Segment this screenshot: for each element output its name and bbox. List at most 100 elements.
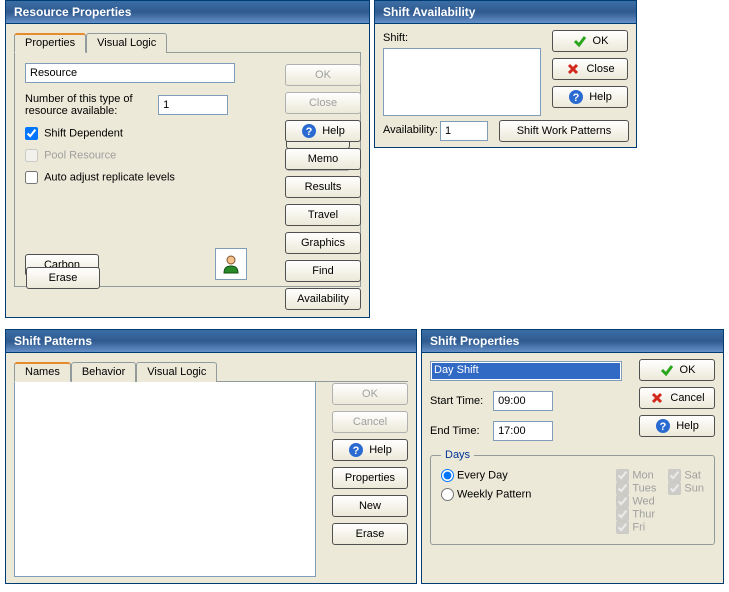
help-text: Help [369,444,392,456]
fri-label: Fri [632,522,645,534]
travel-button[interactable]: Travel [285,204,361,226]
tues-label: Tues [632,483,656,495]
help-button[interactable]: ? Help [285,120,361,142]
ok-button: OK [285,64,361,86]
tab-visual-logic[interactable]: Visual Logic [86,33,167,53]
help-text: Help [322,125,345,137]
title-bar: Shift Availability [375,1,636,24]
erase-button[interactable]: Erase [26,267,100,289]
tab-visual-logic[interactable]: Visual Logic [136,362,217,382]
days-fieldset: Days Every Day Weekly Pattern Mon Tues W… [430,449,715,545]
cancel-button: Cancel [332,411,408,433]
shift-label: Shift: [383,32,408,44]
help-button[interactable]: ? Help [639,415,715,437]
help-icon: ? [655,418,671,434]
help-text: Help [676,420,699,432]
svg-text:?: ? [573,92,580,104]
close-icon [565,61,581,77]
mon-checkbox [616,469,629,482]
svg-text:?: ? [306,126,313,138]
avatar-icon[interactable] [215,248,247,280]
close-button: Close [285,92,361,114]
days-legend: Days [441,449,474,461]
avail-input[interactable] [440,121,488,141]
every-day-label: Every Day [457,470,508,482]
start-label: Start Time: [430,395,490,407]
wed-checkbox [616,495,629,508]
tabs: Properties Visual Logic [14,32,361,53]
cancel-text: Cancel [670,392,704,404]
tabs: Names Behavior Visual Logic [14,361,408,382]
help-icon: ? [301,123,317,139]
thur-label: Thur [632,509,655,521]
shift-name-input[interactable]: Day Shift [430,361,622,381]
find-button[interactable]: Find [285,260,361,282]
pool-resource-label: Pool Resource [44,150,116,162]
sat-label: Sat [684,470,701,482]
auto-adjust-checkbox[interactable] [25,171,38,184]
erase-button[interactable]: Erase [332,523,408,545]
tues-checkbox [616,482,629,495]
ok-button: OK [332,383,408,405]
end-time-input[interactable] [493,421,553,441]
close-text: Close [586,63,614,75]
shift-listbox[interactable] [383,48,541,116]
ok-text: OK [593,35,609,47]
graphics-button[interactable]: Graphics [285,232,361,254]
help-text: Help [589,91,612,103]
cancel-button[interactable]: Cancel [639,387,715,409]
sun-label: Sun [684,483,704,495]
results-button[interactable]: Results [285,176,361,198]
checkmark-icon [659,362,675,378]
tab-behavior[interactable]: Behavior [71,362,136,382]
title-text: Shift Patterns [14,334,92,348]
sun-checkbox [668,482,681,495]
tab-names[interactable]: Names [14,362,71,382]
mon-label: Mon [632,470,653,482]
svg-text:?: ? [660,421,667,433]
shift-patterns-window: Shift Patterns Names Behavior Visual Log… [5,329,417,584]
names-listbox[interactable] [14,382,316,577]
thur-checkbox [616,508,629,521]
wed-label: Wed [632,496,654,508]
properties-button[interactable]: Properties [332,467,408,489]
help-button[interactable]: ? Help [332,439,408,461]
weekly-pattern-radio[interactable] [441,488,454,501]
title-bar: Resource Properties [6,1,369,24]
svg-text:?: ? [353,445,360,457]
help-icon: ? [568,89,584,105]
auto-adjust-label: Auto adjust replicate levels [44,172,175,184]
start-time-input[interactable] [493,391,553,411]
pool-resource-checkbox [25,149,38,162]
resource-properties-window: Resource Properties Properties Visual Lo… [5,0,370,318]
help-button[interactable]: ? Help [552,86,628,108]
ok-text: OK [680,364,696,376]
help-icon: ? [348,442,364,458]
swp-button[interactable]: Shift Work Patterns [499,120,629,142]
new-button[interactable]: New [332,495,408,517]
ok-button[interactable]: OK [552,30,628,52]
end-label: End Time: [430,425,490,437]
resource-name-input[interactable] [25,63,235,83]
title-text: Shift Availability [383,5,475,19]
availability-button[interactable]: Availability [285,288,361,310]
shift-availability-window: Shift Availability Shift: Availability: … [374,0,637,148]
ok-button[interactable]: OK [639,359,715,381]
num-label: Number of this type of resource availabl… [25,93,155,117]
title-text: Resource Properties [14,5,131,19]
close-button[interactable]: Close [552,58,628,80]
memo-button[interactable]: Memo [285,148,361,170]
tab-properties[interactable]: Properties [14,33,86,53]
sat-checkbox [668,469,681,482]
fri-checkbox [616,521,629,534]
title-text: Shift Properties [430,334,519,348]
shift-properties-window: Shift Properties Day Shift Start Time: E… [421,329,724,584]
title-bar: Shift Patterns [6,330,416,353]
shift-dependent-label: Shift Dependent [44,128,123,140]
title-bar: Shift Properties [422,330,723,353]
weekly-pattern-label: Weekly Pattern [457,489,531,501]
every-day-radio[interactable] [441,469,454,482]
shift-dependent-checkbox[interactable] [25,127,38,140]
num-input[interactable] [158,95,228,115]
close-icon [649,390,665,406]
